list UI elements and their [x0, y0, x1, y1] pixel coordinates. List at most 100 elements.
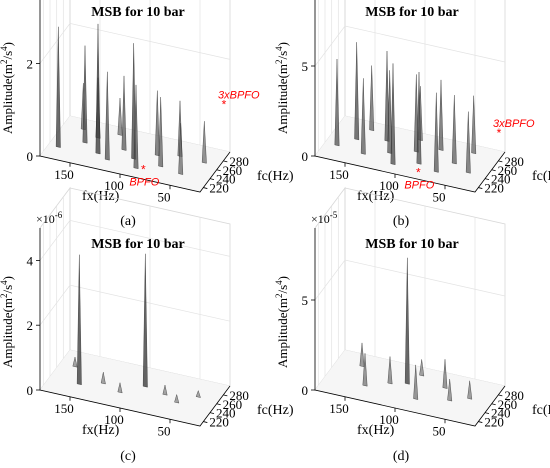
- grid-line-z: [314, 25, 506, 67]
- y-tick-label: 220: [484, 181, 504, 196]
- x-tick-label: 50: [158, 189, 171, 204]
- y-tick-label: 280: [504, 388, 524, 403]
- surface-floor: [315, 350, 505, 426]
- y-tick: [491, 169, 496, 172]
- surface-peak: [419, 359, 425, 377]
- surface-peak: [451, 95, 457, 165]
- surface-peak: [55, 26, 61, 148]
- z-label-part: /s: [275, 51, 290, 60]
- z-axis-label: Amplitude(m2/s4): [0, 42, 15, 134]
- z-label-part: Amplitude(m: [0, 298, 15, 368]
- x-tick-label: 150: [329, 401, 349, 416]
- chart-title: MSB for 10 bar: [365, 237, 458, 252]
- x-tick-label: 150: [54, 401, 74, 416]
- surface-peak: [404, 257, 410, 385]
- surface-peak: [471, 95, 477, 155]
- z-label-sup: 2: [0, 59, 9, 64]
- surface-peak: [359, 342, 365, 368]
- z-label-part: /s: [0, 285, 15, 294]
- y-tick-label: 240: [216, 172, 236, 187]
- z-label-part: ): [275, 42, 290, 46]
- annotation-marker: *: [141, 162, 146, 176]
- z-axis-label: Amplitude(m2/s4): [0, 276, 15, 368]
- y-tick: [498, 160, 503, 163]
- surface-peak: [334, 58, 340, 147]
- y-tick-label: 260: [498, 397, 517, 412]
- surface-peak: [369, 65, 375, 132]
- z-label-sup: 4: [0, 46, 9, 51]
- y-tick-label: 260: [223, 163, 243, 178]
- annotation-label: 3xBPFO: [218, 89, 260, 101]
- surface-peak: [201, 121, 207, 164]
- chart-title: MSB for 10 bar: [91, 237, 184, 252]
- surface-peak: [154, 90, 160, 157]
- surface-peak: [100, 372, 106, 385]
- surface-peak: [133, 84, 139, 169]
- surface-peak: [384, 50, 390, 142]
- panel-caption: (c): [120, 449, 136, 464]
- z-label-part: ): [275, 276, 290, 280]
- x-tick-label: 100: [379, 412, 399, 427]
- grid-line-z: [39, 284, 231, 326]
- y-tick-label: 280: [229, 388, 249, 403]
- surface-peak: [104, 71, 110, 161]
- x-axis-label: fx(Hz): [82, 423, 120, 438]
- surface-peak: [174, 393, 180, 404]
- annotation-marker: *: [416, 165, 421, 179]
- surface-peak: [142, 253, 148, 388]
- surface-peak: [117, 97, 123, 136]
- surface-peak: [95, 23, 101, 155]
- y-axis-label: fc(Hz): [257, 169, 294, 184]
- x-axis-label: fx(Hz): [357, 423, 395, 438]
- x-tick-label: 100: [104, 412, 124, 427]
- y-tick: [478, 421, 483, 423]
- annotation-marker: *: [497, 126, 502, 140]
- z-label-sup: 4: [0, 280, 9, 285]
- z-exponent: ×10-6: [36, 210, 63, 226]
- z-exponent-power: -5: [330, 210, 338, 220]
- z-label-part: /s: [275, 285, 290, 294]
- surface-peak: [433, 92, 439, 173]
- panel-caption: (b): [393, 214, 410, 229]
- y-tick-label: 240: [491, 172, 511, 187]
- y-tick: [209, 412, 215, 415]
- z-exponent-power: -6: [55, 210, 63, 220]
- surface-peak: [416, 71, 422, 165]
- y-tick: [223, 160, 228, 163]
- surface-peak: [360, 78, 366, 155]
- y-tick-label: 260: [223, 397, 243, 412]
- surface-peak: [387, 356, 393, 385]
- annotation-label: BPFO: [404, 179, 434, 191]
- x-tick-label: 50: [433, 423, 446, 438]
- annotation-label: BPFO: [129, 176, 159, 188]
- y-tick: [216, 169, 221, 172]
- grid-line-z: [39, 23, 231, 64]
- surface-peak: [178, 123, 184, 175]
- x-tick-label: 50: [433, 189, 446, 204]
- surface-peak: [117, 382, 123, 394]
- z-label-sup: 2: [274, 293, 284, 298]
- y-tick: [209, 178, 215, 181]
- x-tick-label: 100: [104, 178, 124, 193]
- y-tick: [484, 412, 490, 415]
- z-tick-label: 5: [302, 59, 309, 74]
- y-tick-label: 280: [229, 154, 249, 169]
- y-axis-label: fc(Hz): [532, 403, 550, 418]
- surface-peak: [158, 97, 164, 168]
- z-label-sup: 2: [0, 293, 9, 298]
- chart-title: MSB for 10 bar: [91, 5, 184, 20]
- y-tick-label: 220: [209, 181, 229, 196]
- y-tick: [491, 403, 496, 406]
- surface-peak: [413, 364, 419, 400]
- y-tick-label: 220: [209, 415, 229, 430]
- z-label-sup: 2: [274, 59, 284, 64]
- z-tick-label: 2: [27, 318, 34, 333]
- z-label-part: Amplitude(m: [275, 298, 290, 368]
- z-label-part: Amplitude(m: [275, 64, 290, 134]
- surface-peak: [121, 75, 127, 151]
- surface-peak: [362, 353, 368, 387]
- x-tick-label: 150: [329, 167, 349, 182]
